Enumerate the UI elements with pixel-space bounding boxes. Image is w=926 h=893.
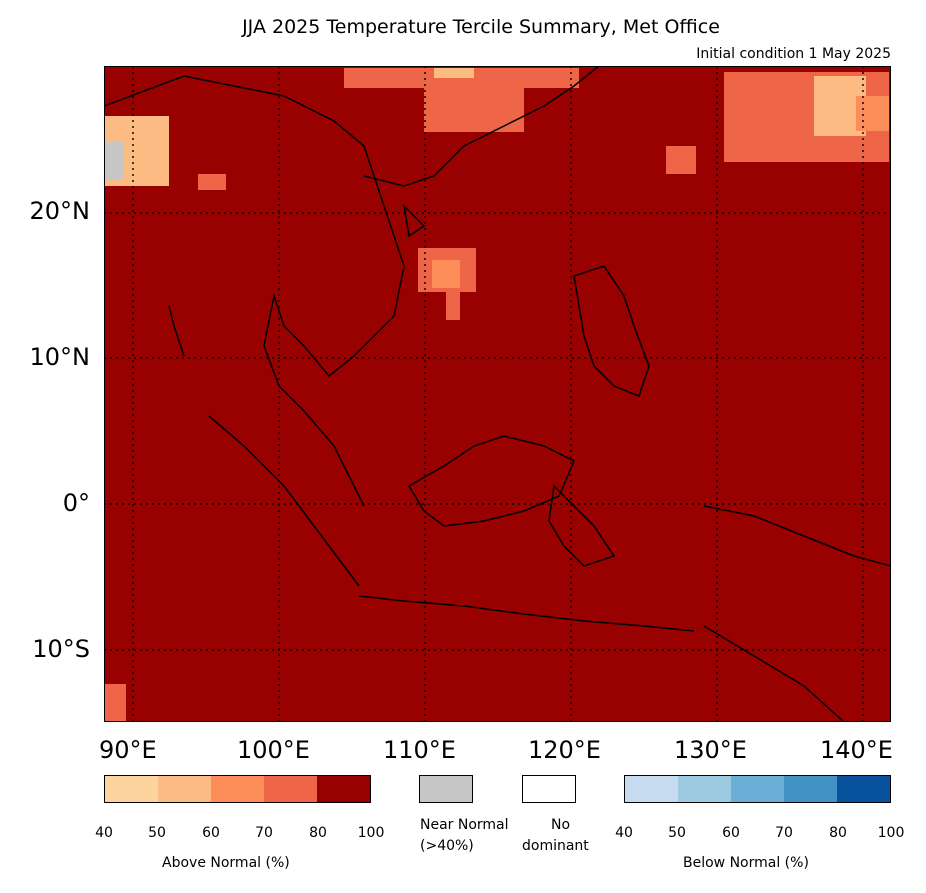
no-dominant-label-line1: No xyxy=(551,817,571,833)
patch-myanmar xyxy=(198,174,226,190)
lon-label-110e: 110°E xyxy=(383,736,456,764)
map-area xyxy=(103,65,892,723)
above-tick-100: 100 xyxy=(357,825,385,841)
patch-taiwan-east xyxy=(666,146,696,174)
patch-scs-light xyxy=(432,260,460,288)
below-swatch-80-100 xyxy=(837,776,890,802)
lon-label-120e: 120°E xyxy=(528,736,601,764)
below-swatch-40-50 xyxy=(625,776,678,802)
near-normal-swatch xyxy=(419,775,473,803)
lon-label-90e: 90°E xyxy=(99,736,157,764)
above-normal-label: Above Normal (%) xyxy=(162,855,290,871)
no-dominant-swatch xyxy=(522,775,576,803)
lon-label-130e: 130°E xyxy=(674,736,747,764)
below-normal-label: Below Normal (%) xyxy=(683,855,809,871)
lat-label-10s: 10°S xyxy=(32,635,90,663)
patch-bangladesh-grey xyxy=(104,142,124,180)
above-tick-50: 50 xyxy=(148,825,166,841)
chart-title: JJA 2025 Temperature Tercile Summary, Me… xyxy=(242,16,720,38)
lat-label-20n: 20°N xyxy=(29,197,91,225)
above-swatch-70-80 xyxy=(264,776,317,802)
above-swatch-50-60 xyxy=(158,776,211,802)
above-tick-60: 60 xyxy=(202,825,220,841)
near-normal-label-line1: Near Normal xyxy=(420,817,509,833)
probability-patches xyxy=(104,68,889,722)
lat-label-10n: 10°N xyxy=(29,343,91,371)
above-swatch-80-100 xyxy=(317,776,370,802)
lon-label-140e: 140°E xyxy=(820,736,893,764)
below-tick-70: 70 xyxy=(775,825,793,841)
below-tick-80: 80 xyxy=(829,825,847,841)
patch-southwest xyxy=(104,684,126,722)
patch-north-china-light xyxy=(434,68,474,78)
lat-label-0: 0° xyxy=(62,489,90,517)
chart-subtitle: Initial condition 1 May 2025 xyxy=(696,46,891,62)
above-tick-40: 40 xyxy=(95,825,113,841)
below-tick-40: 40 xyxy=(615,825,633,841)
map-svg xyxy=(103,65,892,723)
patch-east-china-orange xyxy=(856,96,889,131)
below-normal-colorbar xyxy=(624,775,891,803)
below-swatch-70-80 xyxy=(784,776,837,802)
below-tick-100: 100 xyxy=(877,825,905,841)
map-frame xyxy=(104,66,891,722)
below-swatch-50-60 xyxy=(678,776,731,802)
patch-scs-tail xyxy=(446,292,460,320)
below-tick-60: 60 xyxy=(722,825,740,841)
below-swatch-60-70 xyxy=(731,776,784,802)
above-normal-colorbar xyxy=(104,775,371,803)
no-dominant-label-line2: dominant xyxy=(522,838,589,854)
above-swatch-60-70 xyxy=(211,776,264,802)
above-tick-70: 70 xyxy=(255,825,273,841)
lon-label-100e: 100°E xyxy=(237,736,310,764)
below-tick-50: 50 xyxy=(668,825,686,841)
near-normal-label-line2: (>40%) xyxy=(420,838,474,854)
above-swatch-40-50 xyxy=(105,776,158,802)
above-tick-80: 80 xyxy=(309,825,327,841)
coastlines xyxy=(103,65,892,723)
graticule xyxy=(104,66,891,722)
